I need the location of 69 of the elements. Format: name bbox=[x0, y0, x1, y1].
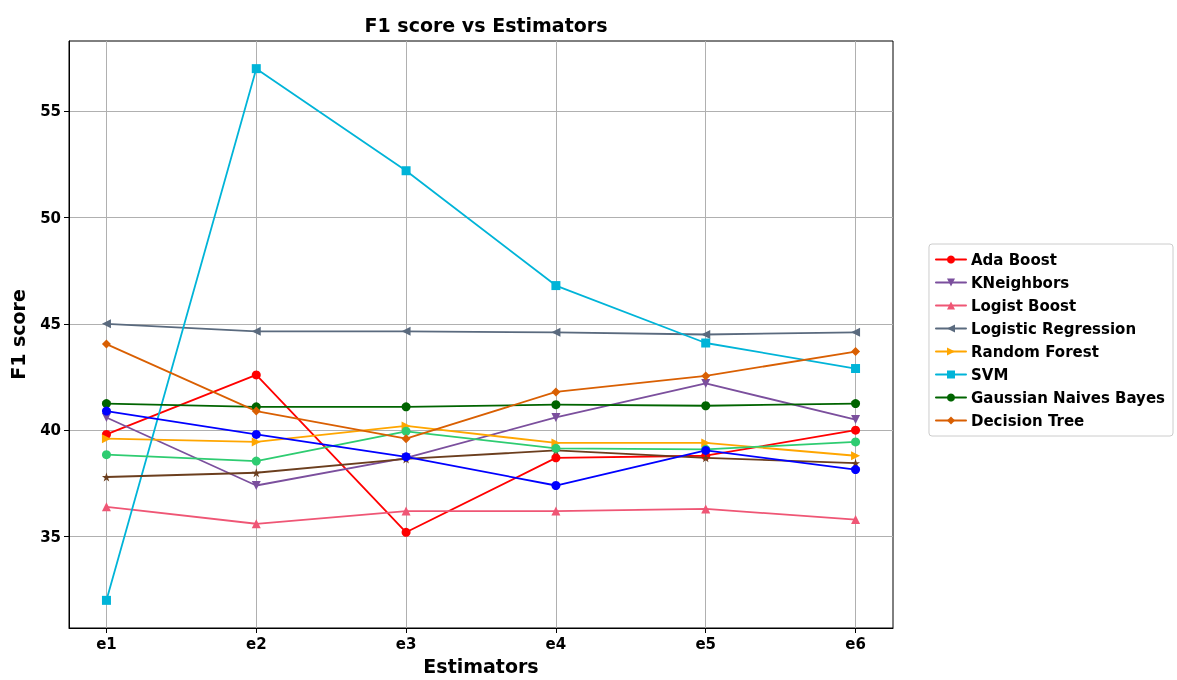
point bbox=[401, 426, 411, 436]
point bbox=[851, 425, 861, 435]
point bbox=[401, 506, 411, 516]
point bbox=[851, 515, 861, 525]
point bbox=[401, 166, 411, 176]
point bbox=[101, 339, 111, 349]
point bbox=[251, 406, 261, 416]
point bbox=[401, 402, 411, 412]
point bbox=[551, 481, 561, 490]
point bbox=[101, 399, 111, 409]
x-tick-label: e3 bbox=[395, 634, 417, 653]
point bbox=[701, 338, 711, 348]
y-tick-label: 35 bbox=[40, 527, 61, 546]
point bbox=[701, 371, 711, 381]
x-tick-label: e4 bbox=[545, 634, 567, 653]
point bbox=[401, 434, 411, 444]
point bbox=[551, 387, 561, 397]
x-tick-label: e6 bbox=[845, 634, 866, 653]
point bbox=[851, 364, 861, 374]
x-axis-title: Estimators bbox=[423, 654, 539, 677]
point bbox=[251, 64, 261, 74]
point bbox=[851, 415, 861, 425]
point bbox=[251, 437, 261, 447]
y-axis-title: F1 score bbox=[6, 289, 29, 380]
point bbox=[101, 434, 111, 444]
y-tick-label: 55 bbox=[40, 102, 61, 121]
legend-label: Ada Boost bbox=[970, 250, 1057, 269]
point bbox=[851, 399, 861, 409]
point bbox=[551, 281, 561, 291]
point bbox=[551, 400, 561, 410]
point bbox=[101, 319, 111, 329]
point bbox=[101, 406, 111, 416]
point bbox=[551, 412, 561, 422]
point bbox=[251, 468, 261, 478]
legend-label: Random Forest bbox=[970, 342, 1099, 361]
point bbox=[101, 595, 111, 605]
x-tick-label: e1 bbox=[96, 634, 117, 653]
point bbox=[551, 453, 561, 463]
x-tick-label: e5 bbox=[695, 634, 717, 653]
y-tick-label: 40 bbox=[40, 421, 61, 440]
point bbox=[851, 465, 861, 475]
legend-label: Logist Boost bbox=[970, 296, 1077, 315]
legend-label: Logistic Regression bbox=[970, 319, 1137, 338]
legend-label: SVM bbox=[970, 365, 1009, 384]
chart-title: F1 score vs Estimators bbox=[364, 13, 608, 36]
point bbox=[251, 370, 261, 380]
x-tick-label: e2 bbox=[245, 634, 267, 653]
legend-label: KNeighbors bbox=[970, 273, 1070, 292]
legend-label: Decision Tree bbox=[970, 411, 1085, 430]
point bbox=[551, 506, 561, 516]
point bbox=[701, 330, 711, 339]
y-tick-label: 45 bbox=[40, 314, 61, 333]
point bbox=[401, 527, 411, 537]
point bbox=[851, 327, 861, 337]
y-tick-label: 50 bbox=[40, 208, 61, 227]
point bbox=[851, 437, 861, 447]
point bbox=[101, 450, 111, 460]
point bbox=[851, 451, 861, 461]
point bbox=[851, 347, 861, 357]
point bbox=[701, 401, 711, 411]
point bbox=[401, 326, 411, 336]
point bbox=[251, 456, 261, 466]
point bbox=[251, 429, 261, 439]
point bbox=[251, 326, 261, 336]
legend-label: Gaussian Naives Bayes bbox=[970, 388, 1166, 407]
point bbox=[251, 481, 261, 490]
point bbox=[101, 472, 111, 482]
point bbox=[701, 438, 711, 448]
point bbox=[101, 502, 111, 512]
